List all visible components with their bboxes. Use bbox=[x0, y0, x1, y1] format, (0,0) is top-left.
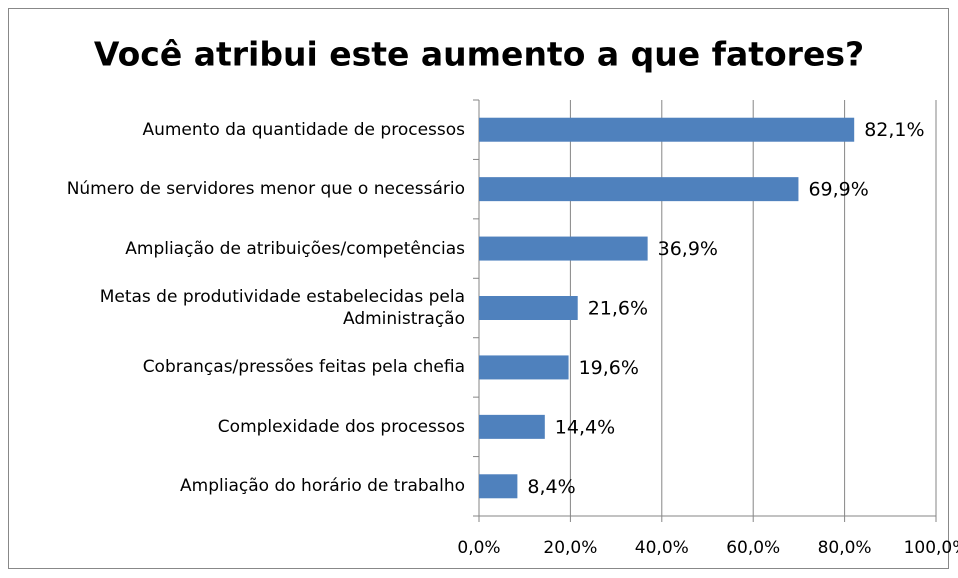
value-label: 19,6% bbox=[579, 357, 639, 379]
y-tick-label: Complexidade dos processos bbox=[217, 416, 465, 437]
x-tick-label: 20,0% bbox=[543, 538, 597, 558]
x-tick-label: 100,0% bbox=[904, 538, 958, 558]
value-label: 21,6% bbox=[588, 298, 648, 320]
value-label: 69,9% bbox=[808, 179, 868, 201]
x-tick-label: 40,0% bbox=[635, 538, 689, 558]
x-tick-label: 0,0% bbox=[457, 538, 500, 558]
x-tick-label: 80,0% bbox=[818, 538, 872, 558]
y-tick-label: Número de servidores menor que o necessá… bbox=[66, 179, 465, 200]
bar bbox=[479, 474, 518, 499]
y-tick-label: Ampliação de atribuições/competências bbox=[125, 238, 465, 259]
bar bbox=[479, 177, 799, 202]
value-label: 8,4% bbox=[527, 476, 575, 498]
y-tick-label: Cobranças/pressões feitas pela chefia bbox=[142, 357, 465, 378]
y-tick-label: Ampliação do horário de trabalho bbox=[180, 476, 465, 497]
value-label: 36,9% bbox=[658, 238, 718, 260]
value-label: 82,1% bbox=[864, 119, 924, 141]
chart-title: Você atribui este aumento a que fatores? bbox=[94, 35, 864, 74]
y-tick-label: Metas de produtividade estabelecidas pel… bbox=[99, 287, 465, 329]
bar bbox=[479, 296, 578, 320]
x-tick-label: 60,0% bbox=[726, 538, 780, 558]
bar bbox=[479, 236, 648, 261]
bar bbox=[479, 414, 545, 439]
y-tick-label: Aumento da quantidade de processos bbox=[142, 119, 465, 140]
bar bbox=[479, 355, 569, 380]
bar bbox=[479, 117, 855, 142]
value-label: 14,4% bbox=[555, 416, 615, 438]
